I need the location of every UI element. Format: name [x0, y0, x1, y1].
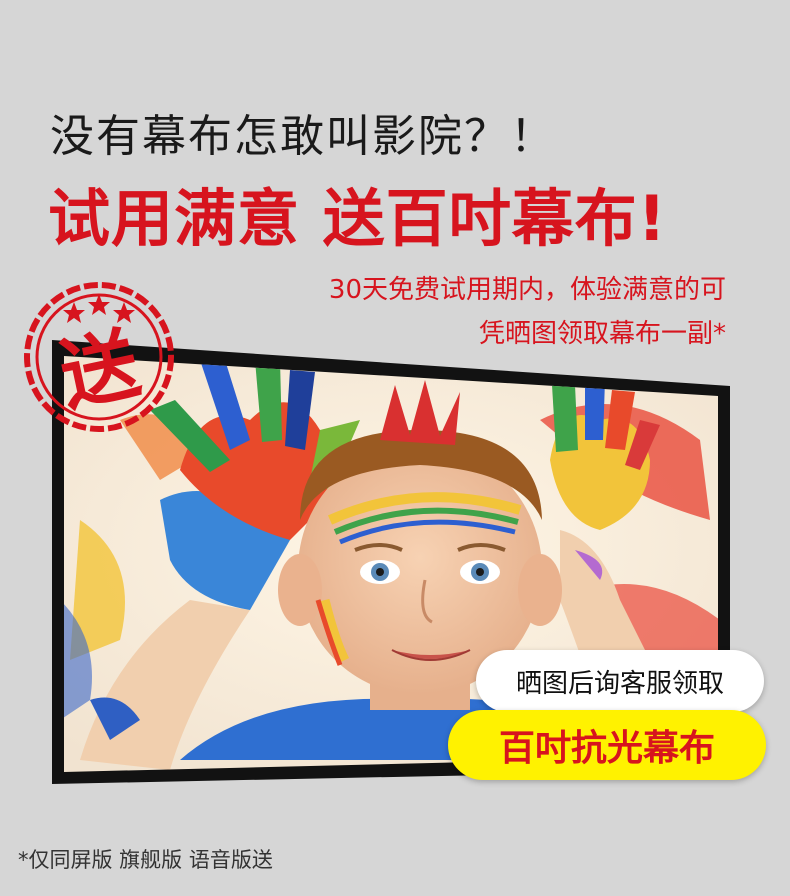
main-title: 试用满意 送百吋幕布! — [48, 182, 667, 255]
headline: 没有幕布怎敢叫影院？！ — [50, 111, 556, 162]
promo-description-line2: 凭晒图领取幕布一副* — [478, 319, 726, 349]
star-icon — [88, 294, 110, 315]
promo-description: 30天免费试用期内，体验满意的可 凭晒图领取幕布一副* — [329, 268, 726, 356]
footnote: *仅同屏版 旗舰版 语音版送 — [18, 848, 273, 872]
promo-description-line1: 30天免费试用期内，体验满意的可 — [328, 275, 726, 305]
star-icon — [63, 302, 85, 323]
stamp-label: 送 — [52, 319, 147, 423]
promo-stamp: 送 — [24, 282, 174, 432]
prize-badge: 百吋抗光幕布 — [448, 710, 766, 780]
star-icon — [113, 302, 135, 323]
contact-service-badge: 晒图后询客服领取 — [476, 650, 764, 712]
